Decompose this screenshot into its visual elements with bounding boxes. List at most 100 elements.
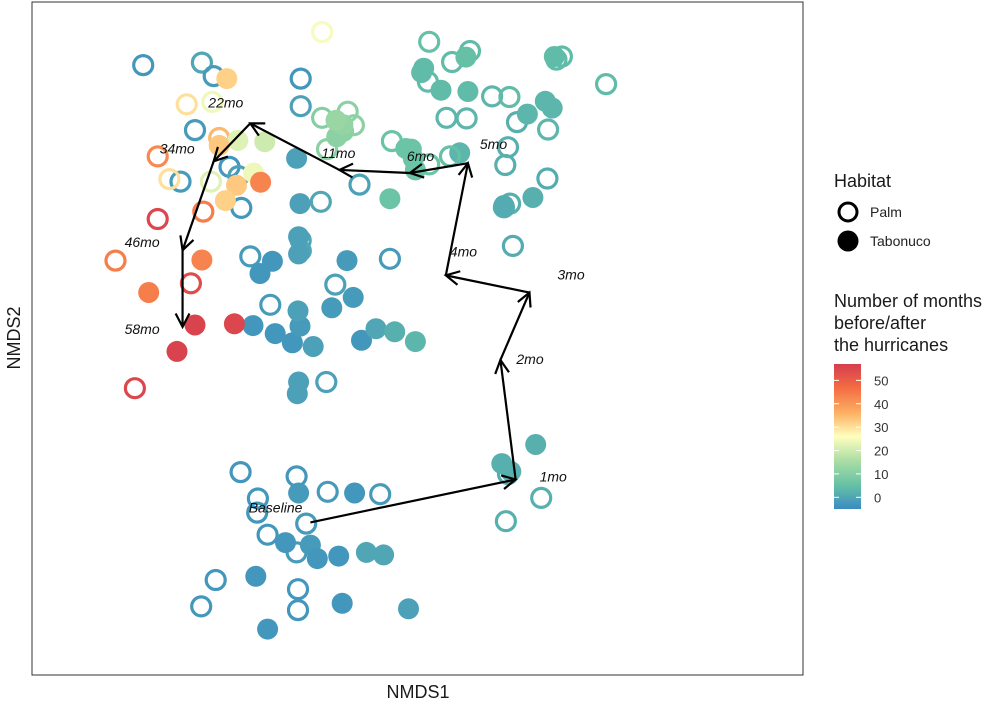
trajectory-label: Baseline (249, 499, 303, 515)
tabonuco-point (275, 532, 296, 554)
palm-point (190, 51, 213, 74)
tabonuco-point (342, 286, 364, 308)
tabonuco-point (344, 482, 366, 504)
tabonuco-point (208, 134, 230, 156)
trajectory-label: 46mo (125, 234, 160, 250)
palm-point (204, 568, 227, 592)
tabonuco-point (325, 109, 347, 131)
palm-point (418, 30, 441, 53)
tabonuco-point (493, 195, 515, 216)
tabonuco-point (254, 131, 276, 153)
palm-legend-key (837, 201, 859, 223)
palm-point (316, 480, 339, 503)
trajectory-labels: Baseline 1mo 2mo 3mo 4mo 5mo 6mo 11mo 22mo 34mo 46… (125, 94, 585, 515)
palm-point (158, 168, 181, 191)
palm-point (246, 487, 269, 510)
tabonuco-point (166, 340, 188, 362)
palm-point (481, 85, 504, 108)
palm-point (246, 501, 269, 524)
tabonuco-point (227, 130, 249, 151)
trajectory-arrow (174, 250, 191, 330)
trajectory-label: 5mo (480, 136, 507, 152)
trajectory-label: 6mo (407, 148, 434, 164)
tabonuco-point (302, 336, 324, 357)
tabonuco-point (257, 618, 279, 640)
tabonuco-point (287, 300, 309, 322)
palm-point (104, 249, 127, 272)
tabonuco-point (384, 321, 406, 343)
trajectory-arrows (174, 122, 532, 524)
colorbar-title-line-3: the hurricanes (834, 335, 948, 355)
colorbar-tick-label: 40 (874, 397, 888, 412)
colorbar-ticks: 0 10 20 30 40 50 (834, 373, 888, 505)
colorbar-tick-label: 30 (874, 420, 888, 435)
tabonuco-point (543, 46, 565, 67)
tabonuco-point (242, 315, 264, 337)
x-axis-title: NMDS1 (386, 682, 449, 702)
palm-point (536, 167, 559, 190)
tabonuco-point (457, 81, 479, 102)
colorbar-tick-label: 20 (874, 444, 888, 459)
trajectory-label: 2mo (515, 351, 543, 367)
tabonuco-point (331, 592, 353, 614)
tabonuco-point (250, 171, 272, 193)
palm-point (229, 461, 252, 484)
palm-point (380, 130, 403, 153)
tabonuco-point (321, 297, 343, 319)
palm-point (594, 72, 618, 96)
tabonuco-point (288, 226, 310, 248)
palm-point (175, 93, 198, 116)
palm-point (169, 170, 192, 193)
tabonuco-point (455, 46, 477, 68)
tabonuco-point (306, 548, 328, 570)
colorbar-tick-label: 50 (874, 373, 888, 388)
tabonuco-point (351, 329, 372, 351)
trajectory-label: 58mo (125, 321, 160, 337)
tabonuco-point (191, 249, 213, 271)
tabonuco-point (516, 103, 538, 125)
palm-point (455, 107, 478, 130)
tabonuco-point (379, 188, 401, 210)
palm-point (324, 273, 347, 296)
trajectory-label: 4mo (450, 243, 477, 259)
palm-point (123, 377, 146, 400)
tabonuco-point (289, 193, 311, 215)
tabonuco-point (223, 313, 245, 335)
tabonuco-point (288, 482, 310, 504)
palm-point (378, 247, 401, 270)
palm-point (239, 245, 262, 268)
trajectory-label: 22mo (207, 94, 243, 110)
palm-point (315, 370, 338, 394)
tabonuco-point (281, 332, 303, 354)
palm-point (496, 136, 520, 159)
colorbar-title-line-2: before/after (834, 313, 926, 333)
tabonuco-point (288, 243, 310, 265)
tabonuco-point (286, 383, 308, 405)
colorbar-legend: Number of months before/after the hurric… (834, 291, 982, 509)
palm-point (259, 293, 282, 316)
palm-point (179, 272, 202, 295)
palm-point (311, 20, 334, 44)
tabonuco-legend-label: Tabonuco (870, 233, 931, 249)
palm-point (501, 234, 525, 257)
tabonuco-point (289, 315, 311, 337)
palm-point (190, 595, 213, 618)
palm-point (289, 67, 312, 90)
trajectory-label: 34mo (160, 140, 195, 156)
tabonuco-point (525, 434, 547, 455)
palm-point (146, 207, 169, 231)
habitat-legend-title: Habitat (834, 171, 891, 191)
palm-point (494, 510, 517, 533)
tabonuco-legend-key (837, 230, 859, 252)
tabonuco-point (286, 147, 308, 169)
tabonuco-point (373, 544, 395, 566)
tabonuco-point (404, 331, 426, 353)
palm-point (498, 85, 521, 109)
trajectory-label: 11mo (321, 145, 355, 161)
points-layer (104, 20, 618, 640)
tabonuco-point (245, 565, 267, 587)
palm-point (536, 118, 560, 141)
tabonuco-point (328, 545, 350, 567)
tabonuco-point (355, 541, 377, 563)
palm-point (289, 95, 312, 118)
